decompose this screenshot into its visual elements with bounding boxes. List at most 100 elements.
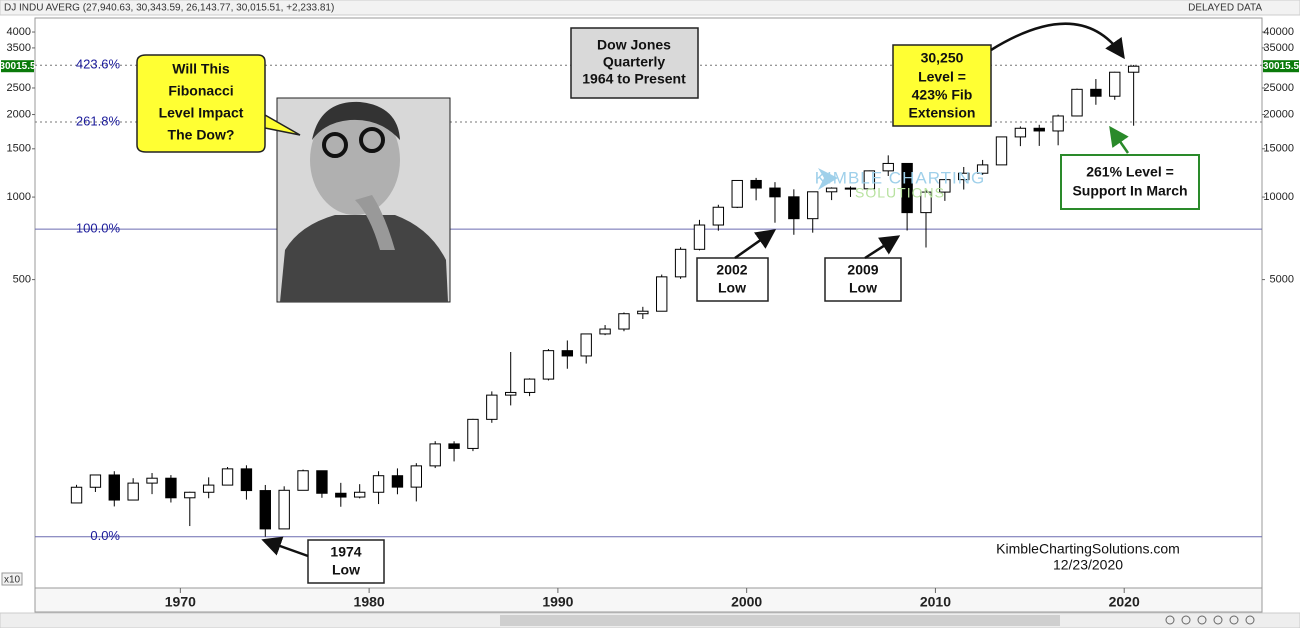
candle-body [316,470,328,494]
watermark: SOLUTIONS [855,185,945,201]
y-tick-label: 4000 [7,26,31,38]
price-tag [1,60,34,73]
chart-title: Quarterly [603,54,665,70]
x-tick-label: 1970 [165,594,196,610]
annotation-box [824,257,902,302]
y-tick-label: 1000 [7,191,31,203]
candles [70,64,1140,537]
annotation-box [1060,154,1200,210]
toolbar-icons[interactable] [1165,615,1255,625]
candle-body [372,475,385,493]
photo [276,97,451,303]
candle-body [89,474,102,488]
annotation-text: 261% Level = [1086,164,1174,180]
scale-note-box [1,572,23,586]
ticks: 4000 3500 2500 2000 1500 1000 500 40000 35000 250… [0,26,1300,610]
candle-body [844,187,857,190]
candle-body [807,191,819,220]
y2-tick-label: 35000 [1263,42,1294,54]
x-tick-label: 2000 [731,594,762,610]
y2-tick-label: 25000 [1263,82,1294,94]
candle-body [750,179,762,189]
candle-body [674,248,687,278]
candle-body [297,470,309,491]
header-text: DJ INDU AVERG (27,940.63, 30,343.59, 26,… [4,3,334,14]
candle-body [618,313,630,330]
candle-body [467,418,479,449]
credit: 12/23/2020 [1053,557,1123,573]
x-axis-strip [34,587,1263,613]
y2-tick-label: 15000 [1263,143,1294,155]
watermark-logo [818,168,838,190]
watermark: KIMBLE CHARTING [815,168,986,187]
candle-body [70,486,83,504]
candle-body [1090,88,1102,97]
candle-body [656,276,668,312]
candle-body [788,196,800,220]
scale-note: x10 [4,575,21,586]
annotation-text: Low [718,280,746,296]
annotation-text: Level = [918,69,966,85]
candle-body [240,468,253,492]
annotation-text: Level Impact [159,105,244,121]
chart-title: Dow Jones [597,37,671,53]
candle-body [335,492,347,498]
candle-body [731,179,743,208]
price-tag-label: 30015.5 [0,61,36,72]
y2-tick-label: 20000 [1263,108,1294,120]
candle-body [410,465,423,488]
annotation-text: Fibonacci [168,83,233,99]
y-tick-label: 2000 [7,108,31,120]
annotation-text: Extension [909,105,976,121]
annotation-text: Will This [172,61,230,77]
x-tick-label: 1990 [542,594,573,610]
candle-body [448,443,460,449]
chart-title: 1964 to Present [582,71,686,87]
price-tag [1263,60,1299,73]
level-label: 261.8% [76,113,121,128]
candle-body [1052,115,1064,132]
candle-body [1033,127,1045,132]
level-label: 423.6% [76,57,121,72]
scroll-thumb[interactable] [500,615,1060,626]
annotation-text: 2002 [716,262,747,278]
candle-body [221,468,234,486]
x-tick-label: 2010 [920,594,951,610]
annotation-box [307,539,385,584]
y2-tick-label: 5000 [1270,274,1294,286]
annotation-box [696,257,769,302]
candle-body [259,490,271,530]
annotation-text: Low [332,562,360,578]
candle-body [825,187,838,193]
candle-body [637,310,649,315]
candle-body [599,328,611,335]
candle-body [863,170,876,190]
candle-body [995,136,1008,166]
annotation-text: 2009 [847,262,878,278]
candle-body [1109,71,1121,97]
annotation-text: The Dow? [168,127,235,143]
y-tick-label: 1500 [7,143,31,155]
annotation-text: 423% Fib [912,87,973,103]
x-tick-label: 2020 [1109,594,1140,610]
y2-tick-label: 10000 [1263,191,1294,203]
level-label: 0.0% [90,528,120,543]
x-tick-label: 1980 [354,594,385,610]
y2-tick-label: 40000 [1263,26,1294,38]
candle-body [580,333,592,357]
candle-body [939,179,951,193]
candle-body [901,162,913,214]
candle-body [882,162,894,172]
annotation-text: Low [849,280,877,296]
candle-body [353,491,366,498]
candle-body [693,224,706,250]
price-tag-label: 30015.5 [1263,61,1300,72]
status-text: DELAYED DATA [1188,3,1262,14]
candle-body [542,350,555,380]
levels: 423.6% 261.8% 100.0% 0.0% [35,57,1262,543]
candle-body [976,164,989,174]
candle-body [1071,88,1083,117]
candle-body [202,484,215,493]
candle-body [429,443,441,467]
